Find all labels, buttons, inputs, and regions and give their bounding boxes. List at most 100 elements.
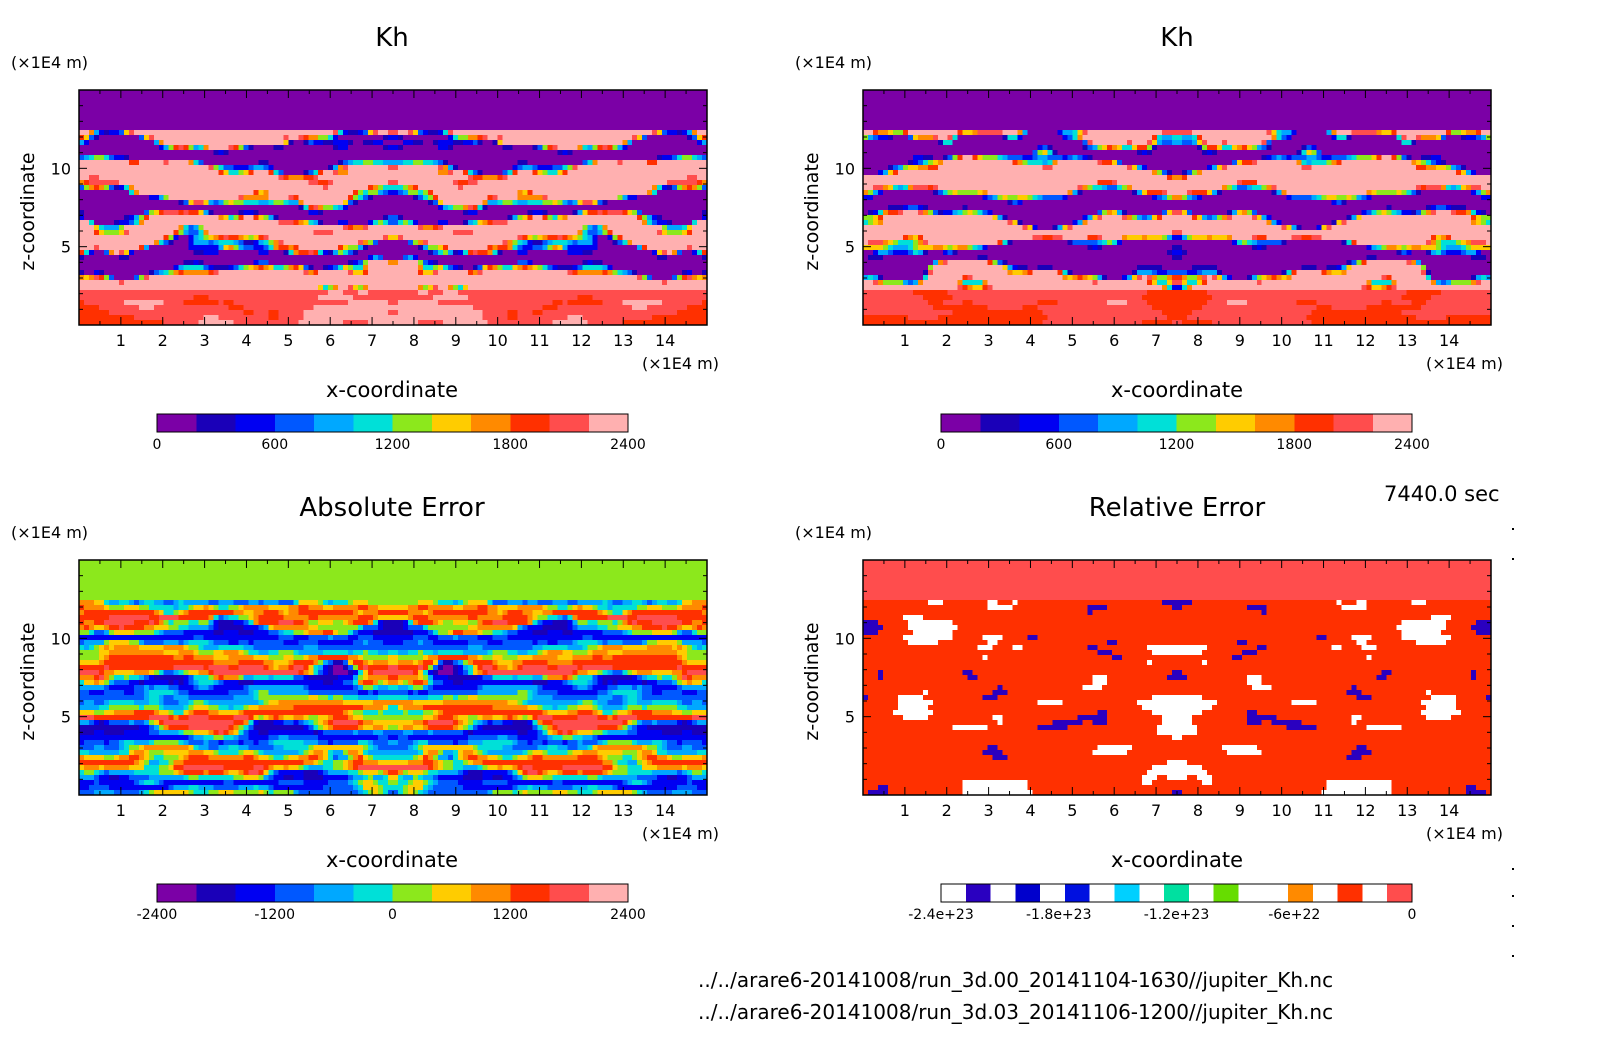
heatmap-cell bbox=[273, 105, 279, 111]
heatmap-cell bbox=[283, 125, 289, 131]
heatmap-cell bbox=[617, 125, 623, 131]
heatmap-cell bbox=[348, 120, 354, 126]
heatmap-cell bbox=[538, 105, 544, 111]
heatmap-cell bbox=[473, 120, 479, 126]
heatmap-cell bbox=[418, 135, 424, 141]
heatmap-cell bbox=[503, 135, 509, 141]
heatmap-cell bbox=[383, 125, 389, 131]
heatmap-cell bbox=[468, 105, 474, 111]
heatmap-cell bbox=[149, 140, 155, 146]
heatmap-cell bbox=[149, 90, 155, 96]
heatmap-cell bbox=[582, 110, 588, 116]
heatmap-cell bbox=[478, 115, 484, 121]
heatmap-cell bbox=[114, 110, 120, 116]
heatmap-cell bbox=[224, 135, 230, 141]
heatmap-cell bbox=[597, 120, 603, 126]
heatmap-cell bbox=[248, 90, 254, 96]
heatmap-cell bbox=[149, 95, 155, 101]
heatmap-cell bbox=[338, 145, 344, 151]
heatmap-cell bbox=[398, 105, 404, 111]
heatmap-cell bbox=[323, 105, 329, 111]
heatmap-cell bbox=[313, 110, 319, 116]
heatmap-cell bbox=[567, 120, 573, 126]
heatmap-cell bbox=[124, 90, 130, 96]
heatmap-cell bbox=[483, 105, 489, 111]
heatmap-cell bbox=[488, 110, 494, 116]
heatmap-cell bbox=[438, 125, 444, 131]
heatmap-cell bbox=[119, 90, 125, 96]
heatmap-cell bbox=[318, 120, 324, 126]
heatmap-cell bbox=[468, 100, 474, 106]
heatmap-cell bbox=[408, 135, 414, 141]
heatmap-cell bbox=[548, 115, 554, 121]
heatmap-cell bbox=[448, 110, 454, 116]
heatmap-cell bbox=[498, 120, 504, 126]
heatmap-cell bbox=[552, 120, 558, 126]
heatmap-cell bbox=[258, 90, 264, 96]
heatmap-cell bbox=[333, 95, 339, 101]
heatmap-cell bbox=[463, 125, 469, 131]
heatmap-cell bbox=[473, 135, 479, 141]
heatmap-cell bbox=[383, 90, 389, 96]
heatmap-cell bbox=[214, 130, 220, 136]
heatmap-cell bbox=[318, 100, 324, 106]
heatmap-cell bbox=[443, 95, 449, 101]
heatmap-cell bbox=[169, 90, 175, 96]
heatmap-cell bbox=[682, 115, 688, 121]
heatmap-cell bbox=[224, 120, 230, 126]
heatmap-cell bbox=[219, 110, 225, 116]
heatmap-cell bbox=[438, 115, 444, 121]
heatmap-cell bbox=[438, 90, 444, 96]
heatmap-cell bbox=[159, 100, 165, 106]
heatmap-cell bbox=[318, 130, 324, 136]
heatmap-cell bbox=[423, 105, 429, 111]
heatmap-cell bbox=[343, 130, 349, 136]
heatmap-cell bbox=[388, 115, 394, 121]
heatmap-cell bbox=[353, 100, 359, 106]
heatmap-cell bbox=[448, 115, 454, 121]
heatmap-cell bbox=[328, 135, 334, 141]
heatmap-cell bbox=[538, 120, 544, 126]
heatmap-cell bbox=[378, 120, 384, 126]
heatmap-cell bbox=[293, 95, 299, 101]
chart-panel-1: Kh(×1E4 m)1 2 3 4 5 6 7 8 9 10 11 12 13 14510(×1E4 m)… bbox=[11, 23, 719, 453]
heatmap-cell bbox=[333, 125, 339, 131]
heatmap-cell bbox=[518, 135, 524, 141]
heatmap-cell bbox=[94, 110, 100, 116]
heatmap-cell bbox=[438, 135, 444, 141]
heatmap-cell bbox=[184, 130, 190, 136]
heatmap-cell bbox=[333, 115, 339, 121]
heatmap-cell bbox=[293, 120, 299, 126]
heatmap-cell bbox=[84, 140, 90, 146]
heatmap-cell bbox=[238, 90, 244, 96]
heatmap-cell bbox=[687, 105, 693, 111]
heatmap-cell bbox=[129, 115, 135, 121]
heatmap-cell bbox=[667, 110, 673, 116]
heatmap-cell bbox=[468, 125, 474, 131]
heatmap-cell bbox=[508, 90, 514, 96]
heatmap-cell bbox=[627, 100, 633, 106]
heatmap-cell bbox=[278, 120, 284, 126]
heatmap-cell bbox=[104, 135, 110, 141]
heatmap-cell bbox=[592, 115, 598, 121]
heatmap-cell bbox=[303, 110, 309, 116]
heatmap-cell bbox=[134, 95, 140, 101]
heatmap-cell bbox=[383, 135, 389, 141]
heatmap-cell bbox=[144, 95, 150, 101]
heatmap-cell bbox=[463, 110, 469, 116]
heatmap-cell bbox=[194, 115, 200, 121]
heatmap-cell bbox=[642, 125, 648, 131]
heatmap-cell bbox=[288, 90, 294, 96]
heatmap-cell bbox=[687, 120, 693, 126]
heatmap-cell bbox=[363, 125, 369, 131]
heatmap-cell bbox=[453, 115, 459, 121]
heatmap-cell bbox=[488, 95, 494, 101]
heatmap-cell bbox=[169, 105, 175, 111]
heatmap-cell bbox=[114, 115, 120, 121]
heatmap-cell bbox=[378, 95, 384, 101]
heatmap-cell bbox=[94, 100, 100, 106]
heatmap-cell bbox=[89, 105, 95, 111]
heatmap-cell bbox=[248, 115, 254, 121]
heatmap-cell bbox=[248, 140, 254, 146]
heatmap-cell bbox=[303, 120, 309, 126]
